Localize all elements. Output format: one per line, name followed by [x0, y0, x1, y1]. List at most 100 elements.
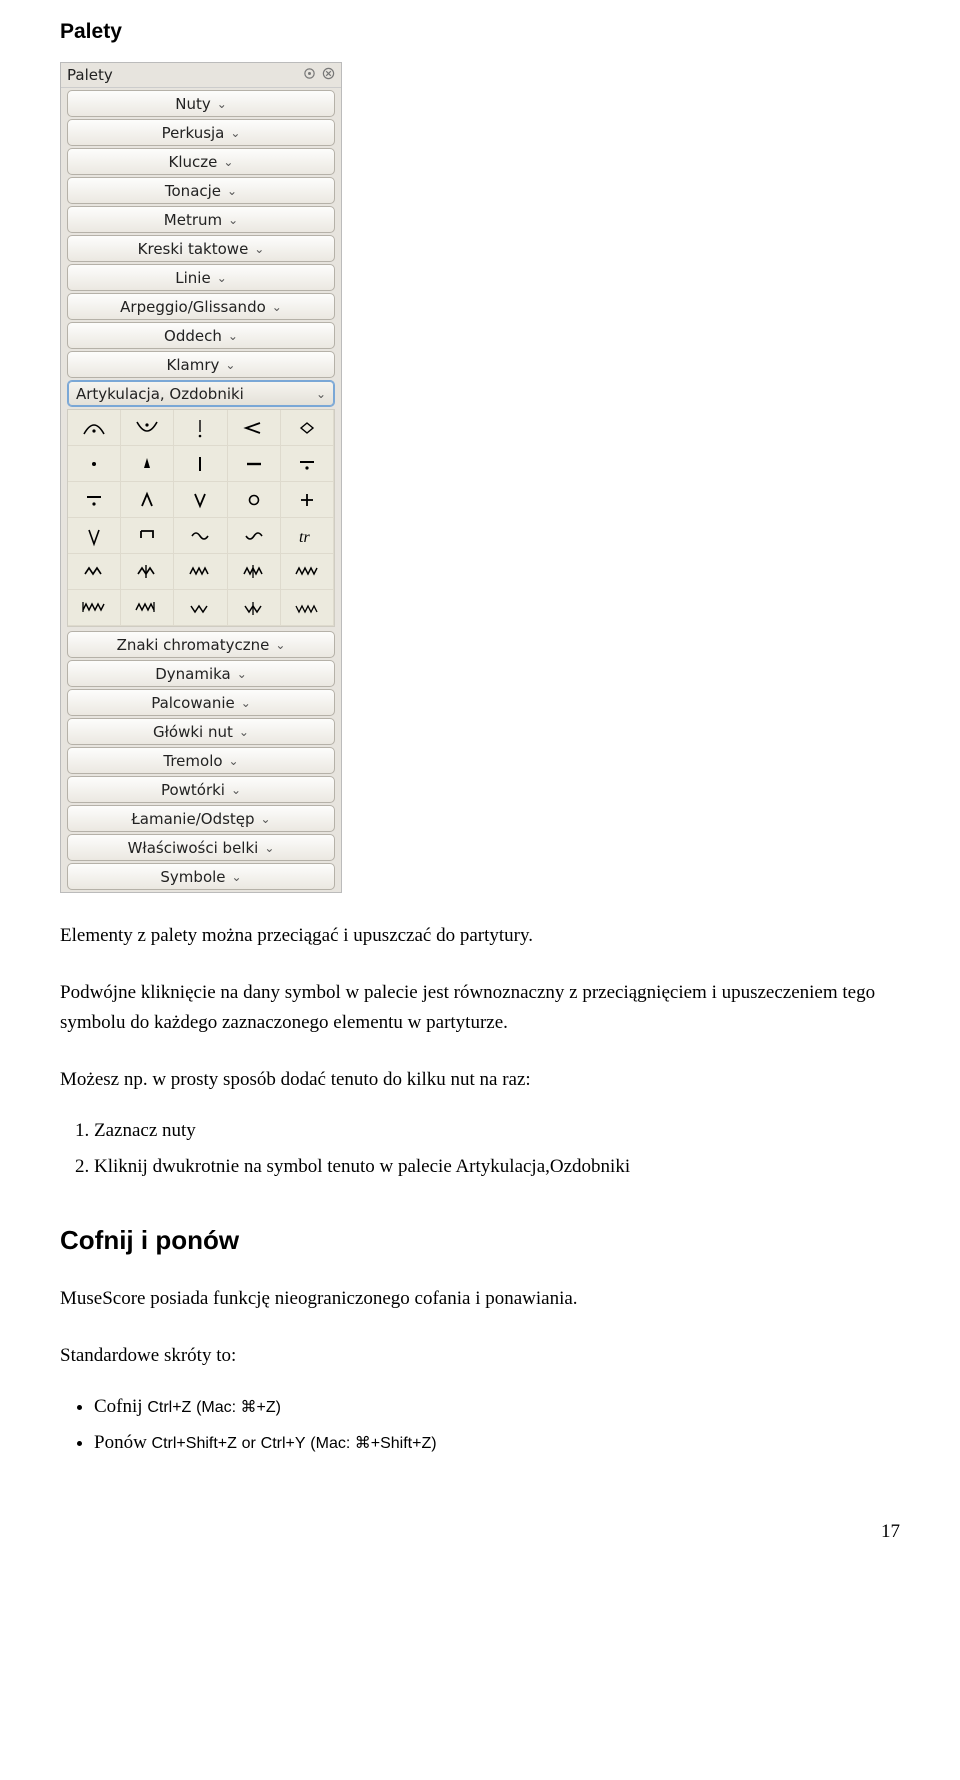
articulation-symbol[interactable] [68, 518, 121, 554]
articulation-symbol[interactable]: tr [281, 518, 334, 554]
shortcut-redo-keys: Ctrl+Shift+Z [152, 1435, 237, 1452]
palette-row[interactable]: Symbole ⌄ [67, 863, 335, 890]
palette-row-artykulacja[interactable]: Artykulacja, Ozdobniki ⌄ [67, 380, 335, 407]
articulation-symbol[interactable] [281, 590, 334, 626]
articulation-symbol[interactable] [228, 446, 281, 482]
shortcut-undo: Cofnij Ctrl+Z (Mac: ⌘+Z) [94, 1389, 900, 1425]
chevron-down-icon: ⌄ [228, 329, 238, 343]
palette-row[interactable]: Nuty ⌄ [67, 90, 335, 117]
articulation-symbol[interactable] [121, 590, 174, 626]
articulation-symbol[interactable] [174, 446, 227, 482]
paragraph-example-lead: Możesz np. w prosty sposób dodać tenuto … [60, 1065, 900, 1094]
palette-row[interactable]: Arpeggio/Glissando⌄ [67, 293, 335, 320]
articulation-symbol[interactable] [281, 410, 334, 446]
svg-text:tr: tr [299, 529, 310, 546]
chevron-down-icon: ⌄ [275, 638, 285, 652]
palette-row[interactable]: Klucze⌄ [67, 148, 335, 175]
articulation-symbol[interactable] [121, 554, 174, 590]
chevron-down-icon: ⌄ [225, 358, 235, 372]
articulation-symbol[interactable] [174, 410, 227, 446]
palette-panel-title: Palety [67, 66, 303, 84]
articulation-symbol[interactable] [68, 554, 121, 590]
palette-row-label: Artykulacja, Ozdobniki [76, 385, 244, 403]
palette-row[interactable]: Tonacje⌄ [67, 177, 335, 204]
chevron-down-icon: ⌄ [230, 126, 240, 140]
articulation-symbol[interactable] [174, 482, 227, 518]
chevron-down-icon: ⌄ [228, 213, 238, 227]
articulation-symbol[interactable] [228, 590, 281, 626]
articulation-symbol[interactable] [121, 518, 174, 554]
articulation-symbol[interactable] [121, 446, 174, 482]
palette-row[interactable]: Kreski taktowe⌄ [67, 235, 335, 262]
articulation-symbol[interactable] [174, 518, 227, 554]
articulation-symbol[interactable] [228, 410, 281, 446]
chevron-down-icon: ⌄ [254, 242, 264, 256]
palette-row-label: Tremolo [163, 752, 222, 770]
page-number: 17 [60, 1521, 900, 1543]
chevron-down-icon: ⌄ [231, 783, 241, 797]
palette-row-label: Klucze [169, 153, 218, 171]
articulation-symbol[interactable] [281, 446, 334, 482]
palette-row[interactable]: Łamanie/Odstęp⌄ [67, 805, 335, 832]
chevron-down-icon: ⌄ [217, 271, 227, 285]
articulation-symbol[interactable] [228, 482, 281, 518]
shortcut-redo-label: Ponów [94, 1432, 147, 1453]
close-icon[interactable] [322, 66, 335, 84]
chevron-down-icon: ⌄ [217, 97, 227, 111]
palette-panel-header: Palety [61, 63, 341, 88]
palette-row-label: Symbole [160, 868, 225, 886]
articulation-symbol[interactable] [228, 554, 281, 590]
shortcut-redo-keys2: Ctrl+Y [261, 1435, 306, 1452]
shortcuts-list: Cofnij Ctrl+Z (Mac: ⌘+Z) Ponów Ctrl+Shif… [94, 1389, 900, 1461]
palette-panel: Palety Nuty⌄Perkusja⌄Klucze⌄Tonacje⌄Metr… [60, 62, 342, 893]
articulation-symbol[interactable] [121, 482, 174, 518]
steps-list: Zaznacz nutyKliknij dwukrotnie na symbol… [94, 1113, 900, 1185]
chevron-down-icon: ⌄ [232, 870, 242, 884]
chevron-down-icon: ⌄ [237, 667, 247, 681]
palette-row[interactable]: Palcowanie⌄ [67, 689, 335, 716]
palette-row[interactable]: Oddech ⌄ [67, 322, 335, 349]
articulation-symbol[interactable] [174, 590, 227, 626]
shortcut-undo-keys: Ctrl+Z [147, 1399, 191, 1416]
palette-row[interactable]: Metrum ⌄ [67, 206, 335, 233]
articulation-symbol[interactable] [121, 410, 174, 446]
palette-row-label: Palcowanie [151, 694, 235, 712]
step-item: Zaznacz nuty [94, 1113, 900, 1149]
palette-row[interactable]: Klamry ⌄ [67, 351, 335, 378]
palette-row-label: Oddech [164, 327, 222, 345]
articulation-symbol[interactable] [174, 554, 227, 590]
articulation-symbol[interactable] [68, 590, 121, 626]
articulation-symbol[interactable] [68, 482, 121, 518]
palette-row[interactable]: Tremolo ⌄ [67, 747, 335, 774]
palette-row[interactable]: Perkusja ⌄ [67, 119, 335, 146]
palette-rows-after: Znaki chromatyczne⌄Dynamika⌄Palcowanie⌄G… [61, 631, 341, 890]
articulation-symbol-grid: tr [67, 409, 335, 627]
chevron-down-icon: ⌄ [227, 184, 237, 198]
palette-row-label: Nuty [175, 95, 211, 113]
articulation-symbol[interactable] [68, 410, 121, 446]
palette-row[interactable]: Główki nut ⌄ [67, 718, 335, 745]
shortcut-undo-mac: (Mac: ⌘+Z) [196, 1399, 281, 1416]
paragraph-undo-lead: MuseScore posiada funkcję nieograniczone… [60, 1284, 900, 1313]
articulation-symbol[interactable] [68, 446, 121, 482]
detach-icon[interactable] [303, 66, 316, 84]
palette-row-label: Perkusja [162, 124, 225, 142]
palette-row[interactable]: Dynamika ⌄ [67, 660, 335, 687]
palette-row-label: Powtórki [161, 781, 225, 799]
chevron-down-icon: ⌄ [229, 754, 239, 768]
palette-row[interactable]: Powtórki ⌄ [67, 776, 335, 803]
articulation-symbol[interactable] [228, 518, 281, 554]
articulation-symbol[interactable] [281, 554, 334, 590]
chevron-down-icon: ⌄ [239, 725, 249, 739]
palette-row[interactable]: Znaki chromatyczne ⌄ [67, 631, 335, 658]
palette-row-label: Znaki chromatyczne [117, 636, 270, 654]
articulation-symbol[interactable] [281, 482, 334, 518]
palette-row-label: Klamry [167, 356, 220, 374]
palette-row-label: Dynamika [155, 665, 231, 683]
palette-row[interactable]: Linie⌄ [67, 264, 335, 291]
palette-row-label: Arpeggio/Glissando [120, 298, 266, 316]
step-item: Kliknij dwukrotnie na symbol tenuto w pa… [94, 1149, 900, 1185]
palette-row[interactable]: Właściwości belki⌄ [67, 834, 335, 861]
palette-row-label: Metrum [164, 211, 222, 229]
palette-row-label: Główki nut [153, 723, 233, 741]
